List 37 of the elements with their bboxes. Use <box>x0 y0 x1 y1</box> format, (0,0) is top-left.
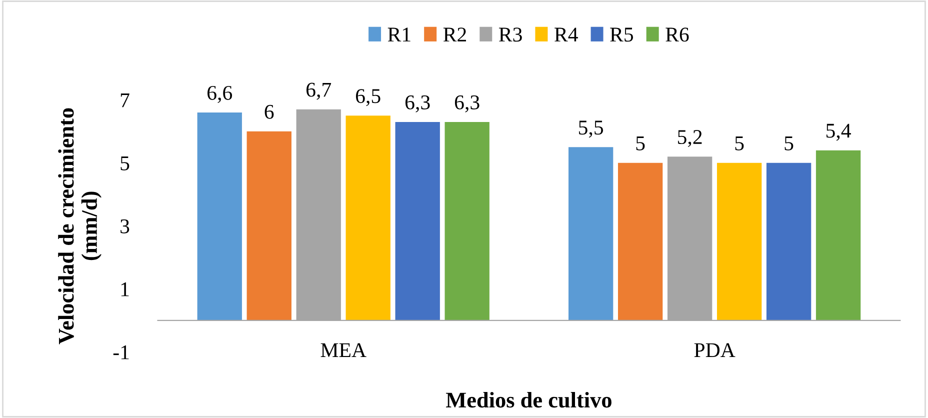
legend-label: R2 <box>443 28 466 42</box>
legend-label: R3 <box>498 28 522 42</box>
data-label: 5,5 <box>579 120 604 138</box>
legend-label: R1 <box>388 28 410 42</box>
data-label: 5,4 <box>826 124 851 141</box>
data-label: 6 <box>264 104 274 119</box>
data-label: 5,2 <box>678 130 702 148</box>
x-axis-title: Medios de cultivo <box>446 392 612 408</box>
bar <box>766 162 812 320</box>
bar <box>246 131 292 320</box>
y-tick-label: 3 <box>120 219 130 234</box>
data-label: 6,5 <box>356 89 380 106</box>
y-tick-label: -1 <box>113 345 129 360</box>
bar <box>346 116 390 320</box>
data-label: 6,3 <box>454 95 480 112</box>
y-tick-label: 5 <box>120 156 130 170</box>
bar <box>568 147 614 320</box>
bar <box>816 150 861 320</box>
data-label: 5 <box>636 136 645 150</box>
data-label: 5 <box>735 136 744 150</box>
legend-label: R6 <box>666 28 689 42</box>
data-label: 6,3 <box>405 95 430 112</box>
y-tick-label: 7 <box>120 93 130 108</box>
x-tick-label: PDA <box>694 343 736 358</box>
data-label: 6,7 <box>306 82 332 100</box>
data-label: 5 <box>784 136 794 150</box>
bar <box>197 112 242 320</box>
legend-label: R5 <box>610 28 634 42</box>
bar <box>444 122 490 320</box>
bar <box>395 122 440 320</box>
x-tick-label: MEA <box>320 343 366 357</box>
bar <box>618 162 663 320</box>
y-tick-label: 1 <box>121 282 129 296</box>
data-label: 6,6 <box>208 86 232 103</box>
y-axis-title: Velocidad de crecimiento (mm/d) <box>58 108 102 344</box>
legend-label: R4 <box>554 28 578 42</box>
bar <box>716 162 762 320</box>
